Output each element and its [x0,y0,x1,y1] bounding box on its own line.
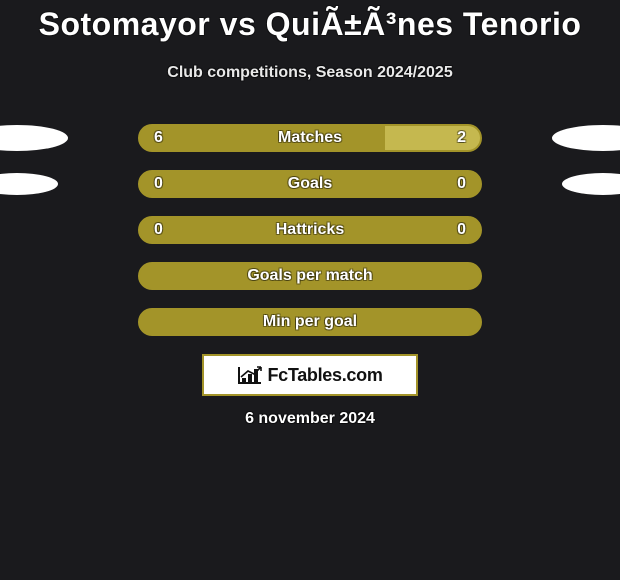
stat-row: 00Hattricks [138,216,482,244]
stat-left-value: 6 [154,129,163,147]
stat-bar: 00Goals [138,170,482,198]
stat-right-value: 2 [457,129,466,147]
page-subtitle: Club competitions, Season 2024/2025 [0,64,620,82]
date-text: 6 november 2024 [245,410,375,427]
logo-text: FcTables.com [267,365,382,386]
stat-bar-left [140,172,480,196]
page-subtitle-text: Club competitions, Season 2024/2025 [167,64,452,81]
stat-right-value: 0 [457,175,466,193]
page-title: Sotomayor vs QuiÃ±Ã³nes Tenorio [0,6,620,43]
stat-row: Goals per match [138,262,482,290]
stat-left-value: 0 [154,221,163,239]
stat-bar-left [140,264,480,288]
logo-chart-icon [237,365,263,385]
stat-bar: 00Hattricks [138,216,482,244]
page-title-text: Sotomayor vs QuiÃ±Ã³nes Tenorio [39,6,582,42]
stat-row: 62Matches [138,124,482,152]
stat-bar: Goals per match [138,262,482,290]
stat-bar: 62Matches [138,124,482,152]
date-label: 6 november 2024 [0,410,620,428]
stat-right-value: 0 [457,221,466,239]
fctables-logo: FcTables.com [202,354,418,396]
stat-row: 00Goals [138,170,482,198]
stat-bar-left [140,310,480,334]
stat-bar-left [140,126,385,150]
stat-row: Min per goal [138,308,482,336]
stat-bar-left [140,218,480,242]
stat-bar: Min per goal [138,308,482,336]
stat-left-value: 0 [154,175,163,193]
